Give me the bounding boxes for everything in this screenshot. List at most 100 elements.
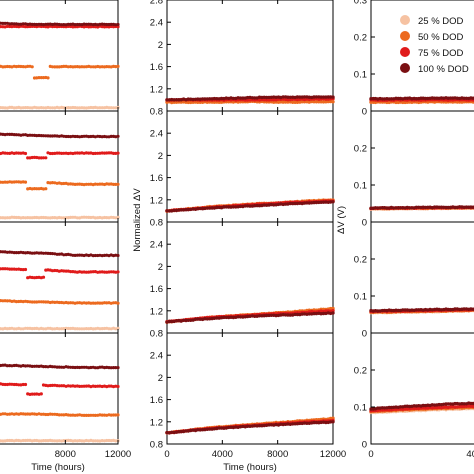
data-point — [89, 25, 93, 29]
data-point — [298, 95, 302, 99]
data-point — [116, 182, 120, 186]
data-point — [105, 438, 109, 443]
data-point — [14, 151, 18, 155]
data-point — [10, 22, 14, 26]
series-group — [369, 205, 474, 211]
data-point — [62, 216, 66, 220]
data-point — [30, 412, 34, 416]
data-point — [21, 382, 25, 387]
data-point — [57, 300, 61, 305]
data-point — [26, 25, 30, 29]
data-point — [41, 106, 46, 110]
data-point — [255, 203, 259, 208]
data-point — [111, 366, 116, 370]
data-point — [100, 327, 104, 331]
data-point — [48, 134, 52, 138]
data-point — [48, 151, 52, 156]
data-point — [5, 151, 9, 155]
data-point — [57, 365, 61, 369]
data-point — [312, 420, 316, 425]
y-tick-label: 0.8 — [150, 329, 163, 340]
data-point — [114, 366, 118, 370]
data-point — [62, 269, 66, 273]
data-point — [55, 151, 59, 155]
data-point — [84, 215, 88, 219]
data-point — [62, 253, 66, 257]
data-point — [105, 151, 109, 155]
data-point — [39, 215, 43, 220]
data-point — [64, 269, 68, 273]
data-point — [84, 327, 88, 331]
data-point — [32, 215, 37, 220]
data-point — [60, 384, 64, 388]
data-point — [26, 326, 30, 330]
data-point — [3, 151, 7, 155]
data-point — [328, 420, 333, 424]
data-point — [196, 317, 200, 321]
data-point — [14, 438, 18, 442]
data-point — [30, 155, 34, 160]
data-point — [307, 312, 311, 316]
data-point — [57, 413, 61, 417]
data-point — [288, 313, 292, 317]
data-point — [186, 100, 190, 105]
data-point — [14, 65, 18, 69]
data-point — [215, 97, 219, 101]
panels: 8000 120000.81.21.622.42.80.81.21.622.40.… — [0, 0, 474, 460]
data-point — [66, 365, 70, 369]
data-point — [30, 22, 34, 26]
data-point — [10, 180, 14, 184]
panel-left-4 — [0, 332, 120, 445]
data-point — [295, 95, 300, 99]
data-point — [262, 203, 266, 207]
data-point — [100, 106, 104, 110]
data-point — [105, 25, 109, 29]
data-point — [286, 313, 290, 317]
data-point — [12, 22, 16, 26]
y-tick-label: 2.8 — [150, 0, 163, 7]
data-point — [37, 439, 41, 443]
data-point — [69, 215, 73, 219]
data-point — [93, 25, 97, 29]
data-point — [60, 216, 64, 220]
data-point — [3, 299, 7, 303]
data-point — [98, 151, 102, 155]
y-tick-label: 2.4 — [150, 240, 163, 251]
panel-right-4: 0 0.1 0.2 — [354, 332, 474, 451]
data-point — [62, 181, 66, 186]
data-point — [46, 216, 50, 220]
data-point — [321, 100, 326, 104]
data-point — [471, 404, 474, 409]
data-point — [14, 300, 18, 304]
data-point — [26, 106, 30, 110]
panel-frame — [370, 332, 474, 445]
data-point — [82, 106, 86, 110]
data-point — [215, 205, 219, 210]
x-tick-label: 0 — [368, 449, 373, 460]
data-point — [111, 106, 116, 110]
data-point — [105, 270, 109, 274]
data-point — [331, 100, 335, 104]
legend-label-100: 100 % DOD — [418, 64, 469, 75]
data-point — [41, 365, 46, 369]
data-point — [253, 204, 257, 208]
data-point — [78, 365, 82, 370]
data-point — [73, 134, 77, 139]
data-point — [114, 413, 118, 417]
data-point — [41, 300, 46, 304]
data-point — [105, 301, 109, 305]
data-point — [82, 270, 86, 274]
data-point — [321, 200, 326, 204]
data-point — [41, 215, 46, 220]
data-point — [269, 98, 273, 102]
data-point — [50, 383, 55, 387]
data-point — [50, 327, 55, 331]
y-tick-label: 1.6 — [150, 284, 163, 295]
y-tick-label: 1.6 — [150, 395, 163, 406]
panel-frame — [370, 110, 474, 223]
data-point — [215, 316, 219, 320]
data-point — [116, 134, 120, 138]
data-point — [109, 106, 113, 110]
middle-xlabel: Time (hours) — [223, 462, 277, 473]
